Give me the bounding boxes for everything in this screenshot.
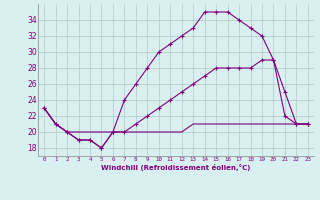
X-axis label: Windchill (Refroidissement éolien,°C): Windchill (Refroidissement éolien,°C)	[101, 164, 251, 171]
